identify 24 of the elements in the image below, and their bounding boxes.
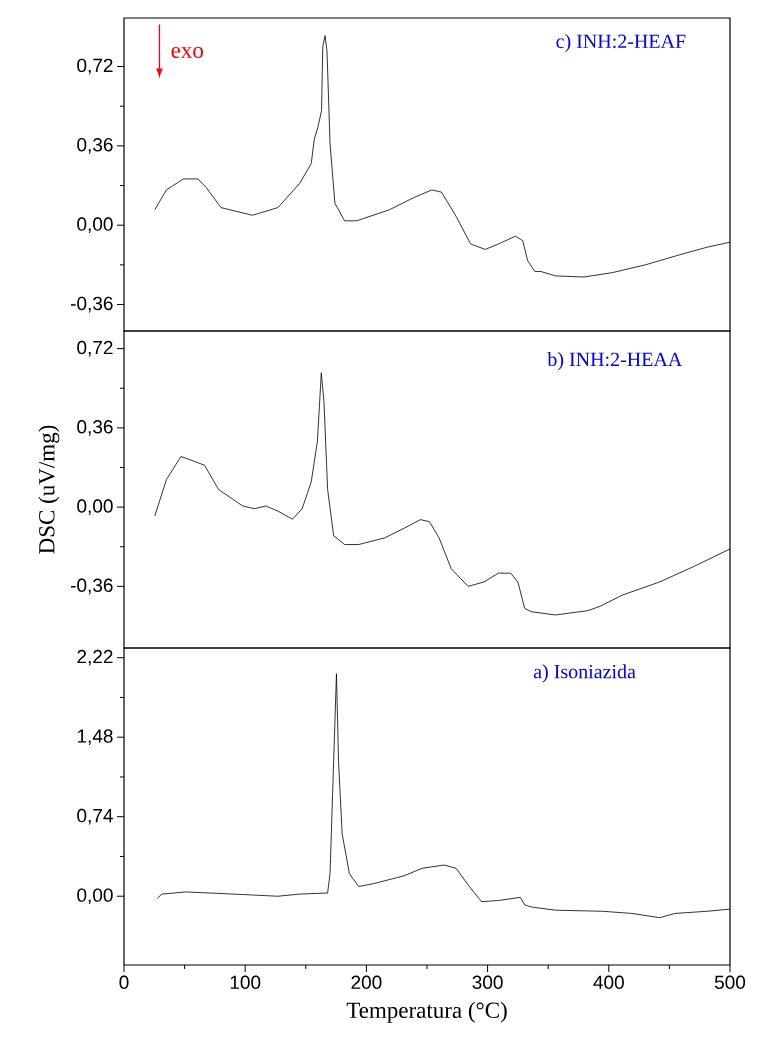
text: b) INH:2-HEAA	[547, 352, 683, 371]
y-tick-label: 0,00	[77, 217, 113, 234]
x-tick-label: 100	[230, 975, 261, 989]
text: a) Isoniazida	[533, 664, 636, 683]
y-tick-label: 0,72	[77, 340, 113, 357]
y-tick-label: 0,36	[77, 138, 113, 154]
x-tick-label: 400	[593, 975, 624, 989]
y-tick-label: 0,74	[77, 808, 113, 825]
x-tick-label: 500	[714, 975, 746, 989]
y-tick-label: 1,48	[77, 729, 113, 746]
y-tick-label: -0,36	[71, 578, 113, 595]
x-axis-title: Temperatura (°C)	[346, 1001, 507, 1023]
text: c) INH:2-HEAF	[556, 33, 686, 53]
x-tick-label: 200	[351, 975, 382, 989]
y-tick-label: 0,36	[77, 420, 113, 436]
annotation: exo	[171, 46, 203, 58]
x-tick-label: 300	[472, 975, 503, 989]
y-tick-label: 2,22	[77, 649, 113, 666]
y-tick-label: 0,72	[77, 58, 113, 75]
y-tick-label: 0,00	[77, 499, 113, 515]
y-axis-title: DSC (uV/mg)	[38, 425, 60, 554]
y-tick-label: 0,00	[77, 888, 113, 905]
y-tick-label: -0,36	[71, 296, 113, 313]
x-tick-label: 0	[119, 975, 129, 989]
